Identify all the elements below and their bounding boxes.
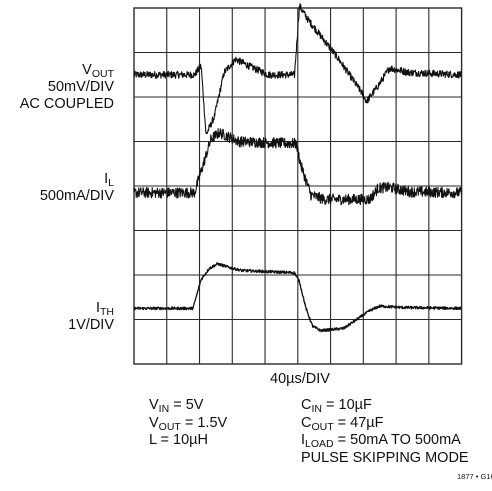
il-channel-label: IL 500mA/DIV <box>39 171 114 204</box>
condition-vin: VIN = 5V <box>149 397 204 415</box>
conditions-right: CIN = 10µF COUT = 47µF ILOAD = 50mA TO 5… <box>301 397 469 467</box>
ith-trace <box>133 262 462 333</box>
ith-scale: 1V/DIV <box>68 317 114 333</box>
trace-layer <box>133 3 463 333</box>
time-base-label: 40µs/DIV <box>270 371 330 387</box>
ith-channel-label: ITH 1V/DIV <box>68 300 114 333</box>
condition-cout: COUT = 47µF <box>301 414 384 433</box>
condition-mode: PULSE SKIPPING MODE <box>301 449 469 466</box>
condition-vout: VOUT = 1.5V <box>149 414 228 433</box>
vout-scale: 50mV/DIV <box>47 79 114 95</box>
figure-id: 1877 • G16 <box>457 472 492 481</box>
condition-iload: ILOAD = 50mA TO 500mA <box>301 432 461 450</box>
il-scale: 500mA/DIV <box>39 188 114 204</box>
vout-coupling: AC COUPLED <box>19 96 114 112</box>
conditions-left: VIN = 5V VOUT = 1.5V L = 10µH <box>149 397 227 450</box>
vout-channel-label: VOUT 50mV/DIV AC COUPLED <box>19 62 114 112</box>
graticule-grid <box>133 7 463 365</box>
condition-inductor: L = 10µH <box>149 432 209 448</box>
vout-trace <box>133 3 463 135</box>
il-trace <box>133 127 463 206</box>
condition-cin: CIN = 10µF <box>301 397 372 415</box>
